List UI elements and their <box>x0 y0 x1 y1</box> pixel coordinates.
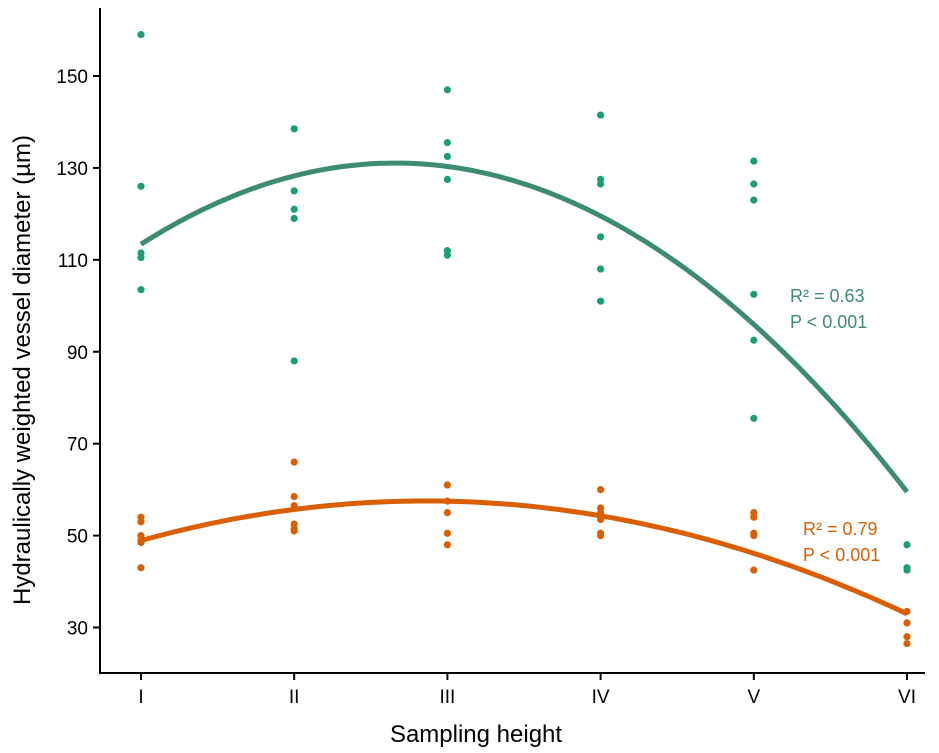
data-point-series-2 <box>137 564 145 572</box>
data-point-series-1 <box>750 414 758 422</box>
data-point-series-2 <box>443 529 451 537</box>
y-axis-title: Hydraulically weighted vessel diameter (… <box>9 135 36 605</box>
orange-r2-label: R² = 0.79 <box>803 519 878 539</box>
points-layer <box>137 31 911 648</box>
data-point-series-1 <box>597 233 605 241</box>
data-point-series-2 <box>750 513 758 521</box>
y-tick-label: 50 <box>67 527 88 548</box>
y-tick-label: 110 <box>58 251 88 272</box>
green-p-label: P < 0.001 <box>790 312 867 332</box>
y-tick-label: 30 <box>67 619 88 640</box>
annotation-orange: R² = 0.79 P < 0.001 <box>803 519 880 565</box>
data-point-series-1 <box>750 290 758 298</box>
x-tick-label: IV <box>592 687 610 708</box>
data-point-series-1 <box>597 111 605 119</box>
y-tick-label: 90 <box>67 343 88 364</box>
annotation-green: R² = 0.63 P < 0.001 <box>790 286 867 332</box>
orange-p-label: P < 0.001 <box>803 545 880 565</box>
data-point-series-2 <box>750 531 758 540</box>
x-tick-label: I <box>138 687 143 708</box>
data-point-series-1 <box>137 31 145 39</box>
fit-curve-series-2 <box>140 498 909 617</box>
data-point-series-1 <box>290 357 298 365</box>
data-point-series-1 <box>903 566 911 574</box>
data-point-series-2 <box>597 486 605 494</box>
data-point-series-1 <box>443 152 451 161</box>
data-point-series-1 <box>137 182 145 190</box>
x-axis-title: Sampling height <box>390 721 562 748</box>
x-tick-label: II <box>289 687 300 708</box>
data-point-series-1 <box>443 251 451 259</box>
data-point-series-1 <box>290 205 298 213</box>
data-point-series-2 <box>750 566 758 574</box>
data-point-series-1 <box>137 253 145 262</box>
data-point-series-1 <box>443 86 451 94</box>
fits-layer <box>139 160 909 617</box>
x-ticks: I II III IV V VI <box>138 673 916 708</box>
y-tick-label: 150 <box>56 67 88 88</box>
x-tick-label: III <box>439 687 455 708</box>
x-tick-label: V <box>747 687 760 708</box>
data-point-series-1 <box>750 196 758 204</box>
data-point-series-1 <box>750 336 758 344</box>
data-point-series-1 <box>597 297 605 305</box>
data-point-series-1 <box>903 541 911 549</box>
data-point-series-1 <box>443 175 451 184</box>
data-point-series-1 <box>290 125 298 133</box>
data-point-series-2 <box>290 527 298 535</box>
data-point-series-2 <box>443 541 451 549</box>
green-r2-label: R² = 0.63 <box>790 286 865 306</box>
y-ticks: 30 50 70 90 110 130 150 <box>56 67 100 640</box>
data-point-series-1 <box>137 286 145 294</box>
data-point-series-1 <box>750 180 758 188</box>
data-point-series-2 <box>443 509 451 517</box>
data-point-series-2 <box>903 633 911 641</box>
data-point-series-1 <box>290 214 298 223</box>
data-point-series-2 <box>597 531 605 540</box>
data-point-series-2 <box>137 518 145 526</box>
data-point-series-1 <box>597 265 605 273</box>
fit-curve-series-1 <box>139 160 909 494</box>
data-point-series-1 <box>597 180 605 188</box>
data-point-series-1 <box>750 157 758 165</box>
x-tick-label: VI <box>898 687 916 708</box>
data-point-series-2 <box>903 619 911 627</box>
y-tick-label: 130 <box>56 159 88 180</box>
data-point-series-1 <box>443 139 451 147</box>
data-point-series-2 <box>443 481 451 489</box>
data-point-series-2 <box>903 639 911 648</box>
data-point-series-2 <box>290 458 298 466</box>
y-tick-label: 70 <box>67 435 88 456</box>
data-point-series-1 <box>290 187 298 195</box>
data-point-series-2 <box>290 492 298 501</box>
